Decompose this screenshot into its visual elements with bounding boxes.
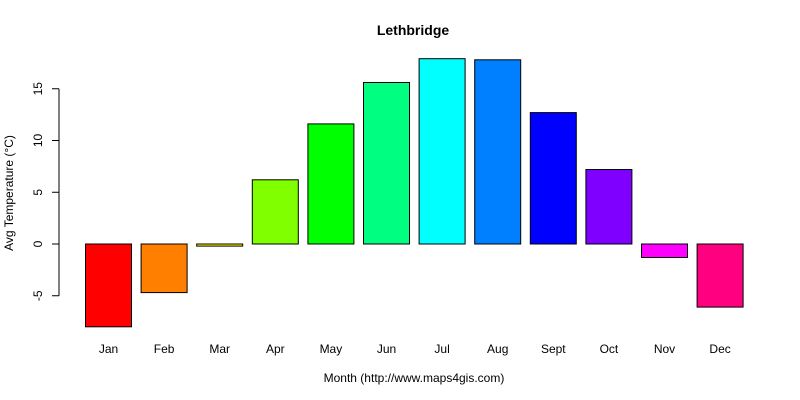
x-tick-apr: Apr xyxy=(266,342,285,356)
bar-jun xyxy=(363,82,410,245)
x-tick-feb: Feb xyxy=(154,342,175,356)
bar-aug xyxy=(474,59,522,245)
bar-sept xyxy=(529,112,577,245)
x-tick-aug: Aug xyxy=(487,342,508,356)
y-axis: -5 0 5 10 15 xyxy=(31,82,60,301)
x-tick-mar: Mar xyxy=(209,342,230,356)
y-tick-label: -5 xyxy=(31,290,45,301)
y-axis-label: Avg Temperature (°C) xyxy=(2,135,16,251)
x-tick-labels: Jan Feb Mar Apr May Jun Jul Aug Sept Oct Nov Dec xyxy=(99,342,731,356)
bar-nov xyxy=(641,243,688,258)
bar-feb xyxy=(140,243,188,294)
bar-may xyxy=(307,123,355,245)
bar-oct xyxy=(585,169,633,245)
y-tick-label: 5 xyxy=(31,189,45,196)
bar-dec xyxy=(696,243,744,308)
x-tick-nov: Nov xyxy=(654,342,675,356)
bars-group xyxy=(85,58,744,328)
x-axis-label: Month (http://www.maps4gis.com) xyxy=(324,371,505,385)
bar-jul xyxy=(418,58,466,245)
x-tick-jan: Jan xyxy=(99,342,118,356)
bar-mar xyxy=(196,243,244,247)
x-tick-dec: Dec xyxy=(709,342,730,356)
chart-title: Lethbridge xyxy=(377,22,450,38)
x-tick-sept: Sept xyxy=(541,342,566,356)
x-tick-jun: Jun xyxy=(377,342,396,356)
x-tick-may: May xyxy=(320,342,343,356)
x-tick-jul: Jul xyxy=(434,342,449,356)
x-tick-oct: Oct xyxy=(600,342,619,356)
bar-jan xyxy=(85,243,132,328)
y-tick-label: 0 xyxy=(31,240,45,247)
y-tick-label: 10 xyxy=(31,134,45,148)
bar-apr xyxy=(251,179,299,245)
y-tick-label: 15 xyxy=(31,82,45,96)
